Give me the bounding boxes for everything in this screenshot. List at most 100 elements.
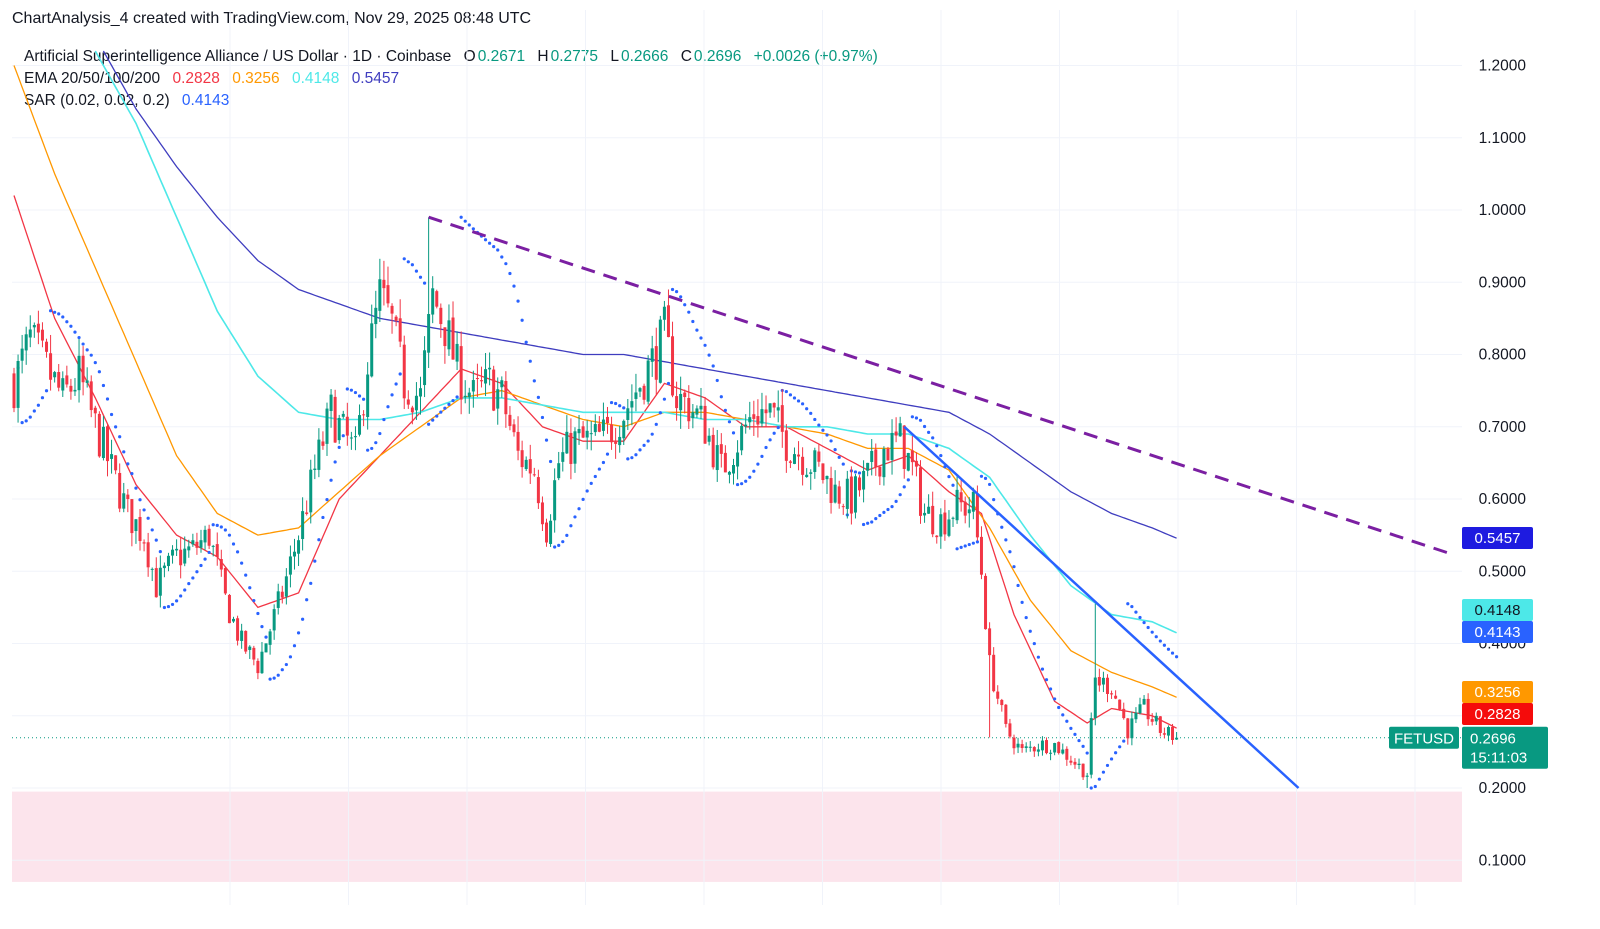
sar-dot	[325, 497, 329, 502]
sar-dot	[162, 605, 167, 610]
candle-body	[1081, 763, 1085, 778]
candle-body	[723, 452, 727, 473]
candle-body	[313, 468, 317, 470]
candle-body	[382, 279, 386, 289]
sar-dot	[772, 431, 776, 435]
candle-body	[910, 450, 914, 463]
candle-body	[447, 320, 451, 350]
sar-dot	[520, 318, 524, 322]
sar-dot	[536, 395, 540, 399]
sar-dot	[248, 586, 252, 590]
sar-dot	[589, 481, 593, 485]
candle-body	[524, 459, 528, 469]
last-price-text: 0.2696	[1470, 731, 1516, 748]
sar-dot	[992, 497, 996, 502]
sar-dot	[1012, 565, 1016, 569]
candle-body	[73, 389, 77, 392]
sar-dot	[313, 559, 317, 563]
sar-dot	[922, 424, 927, 429]
sar-dot	[1077, 738, 1081, 743]
candle-body	[622, 420, 626, 439]
sar-dot	[707, 353, 711, 357]
instrument-title[interactable]: Artificial Superintelligence Alliance / …	[24, 48, 452, 65]
candle-body	[1012, 737, 1016, 749]
candle-body	[931, 505, 935, 535]
legend-ema-row[interactable]: EMA 20/50/100/200 0.2828 0.3256 0.4148 0…	[24, 68, 878, 90]
sar-dot	[691, 319, 695, 324]
sar-dot	[573, 515, 577, 519]
candle-body	[138, 516, 142, 542]
candle-body	[817, 451, 821, 462]
sar-dot	[882, 510, 886, 515]
y-tick-label: 0.9000	[1479, 274, 1527, 291]
ema100-line	[94, 50, 1177, 634]
sar-dot	[231, 542, 236, 546]
chart-attribution: ChartAnalysis_4 created with TradingView…	[12, 10, 532, 27]
sar-dot	[361, 397, 366, 401]
candle-body	[142, 542, 146, 544]
candle-body	[45, 341, 49, 352]
sar-dot	[1073, 732, 1077, 736]
candle-body	[154, 568, 158, 598]
sar-dot	[622, 406, 626, 410]
sar-dot	[577, 507, 581, 511]
sar-dot	[642, 443, 646, 447]
sar-dot	[1142, 620, 1146, 625]
sar-dot	[719, 395, 723, 399]
candle-body	[988, 628, 992, 656]
candle-body	[780, 405, 784, 432]
candle-body	[321, 441, 325, 446]
candle-body	[301, 511, 305, 540]
candle-body	[1032, 747, 1036, 752]
candle-body	[244, 630, 248, 652]
candle-body	[520, 450, 524, 468]
sar-dot	[1105, 763, 1110, 768]
ema200-line	[102, 50, 1177, 539]
candle-body	[97, 413, 101, 457]
candle-body	[858, 477, 862, 491]
sar-dot	[894, 499, 898, 504]
sar-dot	[1158, 639, 1162, 643]
candle-body	[776, 407, 780, 411]
candle-body	[28, 329, 32, 338]
ema50-badge	[1462, 681, 1533, 703]
candle-body	[118, 472, 122, 509]
sar-dot	[24, 419, 28, 423]
sar-dot	[699, 336, 703, 340]
sar-dot	[227, 533, 232, 537]
candle-body	[175, 548, 179, 551]
candle-body	[488, 367, 492, 370]
candle-body	[918, 467, 922, 516]
sar-dot	[1065, 719, 1069, 723]
candle-body	[927, 506, 931, 514]
ema50-value: 0.3256	[232, 70, 280, 87]
candle-body	[232, 618, 236, 622]
candle-body	[679, 393, 683, 411]
candle-body	[528, 459, 532, 474]
candle-body	[898, 423, 902, 437]
candle-body	[821, 463, 825, 481]
sar-dot	[748, 475, 752, 479]
sar-dot	[825, 433, 829, 437]
candle-body	[179, 549, 183, 566]
sar-dot	[118, 435, 122, 439]
candle-body	[325, 408, 329, 444]
candle-body	[484, 369, 488, 384]
solid-descending-trendline[interactable]	[903, 425, 1300, 789]
candle-body	[297, 540, 301, 554]
candle-body	[166, 555, 170, 567]
sar-dot	[955, 547, 959, 551]
candle-body	[557, 463, 561, 479]
candle-body	[565, 431, 569, 454]
sar-dot	[565, 533, 569, 538]
candle-body	[581, 426, 585, 438]
candle-body	[975, 493, 979, 538]
ema20-line	[13, 195, 1177, 729]
candle-body	[841, 506, 845, 508]
sar-dot	[1109, 757, 1114, 761]
dashed-resistance-trendline[interactable]	[428, 215, 1450, 555]
sar-dot	[614, 401, 618, 406]
candle-body	[419, 388, 422, 397]
candle-body	[809, 472, 813, 474]
